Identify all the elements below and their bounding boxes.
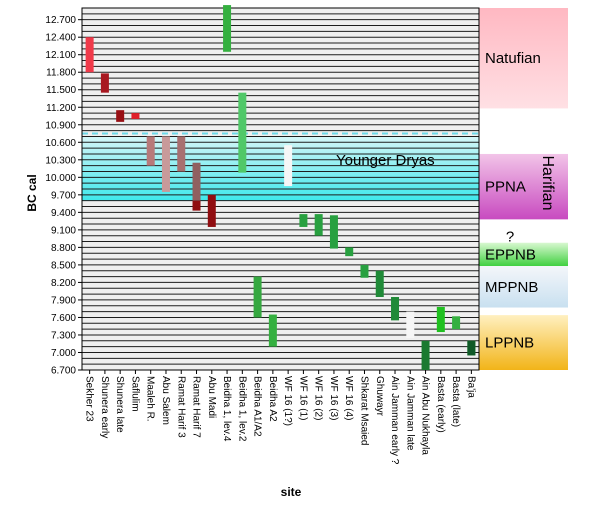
x-axis-title: site xyxy=(281,485,302,499)
range-bar xyxy=(268,314,277,347)
range-bar xyxy=(161,136,170,192)
x-tick-label: WF 16 (3) xyxy=(328,376,339,420)
range-bar xyxy=(238,92,247,173)
y-tick-label: 9.100 xyxy=(51,225,76,236)
x-tick-label: Abu Madi xyxy=(206,376,217,418)
range-bar xyxy=(329,215,338,249)
period-label: LPPNB xyxy=(485,335,534,352)
period-label: Natufian xyxy=(485,50,541,67)
range-bar xyxy=(116,110,125,122)
x-tick-label: Beidha A2 xyxy=(267,376,278,422)
y-tick-label: 12.700 xyxy=(45,15,76,26)
period-band xyxy=(479,315,568,370)
x-tick-label: Basta (early) xyxy=(435,376,446,433)
y-tick-label: 11.800 xyxy=(46,68,76,79)
y-tick-label: 9.700 xyxy=(51,190,76,201)
x-tick-label: Beidha 1, lev.4 xyxy=(221,376,232,442)
x-tick-label: Ramat Harif 3 xyxy=(175,376,186,438)
x-tick-label: Maaleh R. xyxy=(145,376,156,422)
y-tick-label: 11.200 xyxy=(46,103,76,114)
range-bar xyxy=(177,136,186,172)
range-bar xyxy=(436,306,445,333)
y-tick-label: 7.300 xyxy=(51,330,76,341)
question-label: ? xyxy=(506,228,514,245)
y-tick-label: 10.300 xyxy=(45,155,76,166)
y-tick-label: 10.600 xyxy=(45,138,76,149)
period-band xyxy=(479,153,568,220)
y-tick-label: 11.500 xyxy=(46,85,76,96)
x-tick-label: Ba'ja xyxy=(465,376,476,398)
range-bar xyxy=(146,136,155,166)
period-label: EPPNB xyxy=(485,246,536,263)
y-tick-label: 7.900 xyxy=(51,295,76,306)
y-tick-label: 8.800 xyxy=(51,243,76,254)
x-tick-label: Ain Jamman early ? xyxy=(389,376,400,465)
plot-frame xyxy=(81,7,480,371)
vertical-gridlines xyxy=(89,370,472,374)
x-tick-label: Ramat Harif 7 xyxy=(191,376,202,438)
x-tick-label: Beidha A1/A2 xyxy=(252,376,263,437)
y-tick-label: 6.700 xyxy=(51,366,76,377)
range-bar xyxy=(467,340,476,356)
x-tick-label: Basta (late) xyxy=(450,376,461,427)
range-bar xyxy=(391,297,400,321)
period-label: PPNA xyxy=(485,179,526,196)
y-tick-label: 8.500 xyxy=(51,260,76,271)
x-tick-label: WF 16 (2) xyxy=(313,376,324,420)
y-tick-label: 10.900 xyxy=(45,120,76,131)
period-band xyxy=(479,8,568,109)
range-bar xyxy=(192,200,201,211)
range-bars xyxy=(85,5,476,370)
y-tick-label: 9.400 xyxy=(51,208,76,219)
range-bar xyxy=(253,276,262,318)
period-band xyxy=(479,266,568,308)
y-axis-title: BC cal xyxy=(25,174,39,211)
range-bar xyxy=(360,264,369,278)
range-bar xyxy=(223,5,232,52)
x-tick-label: Saflulim xyxy=(129,376,140,412)
x-tick-label: Ain Jamman late xyxy=(404,376,415,451)
y-tick-label: 7.600 xyxy=(51,313,76,324)
x-tick-label: Abu Salem xyxy=(160,376,171,425)
range-bar xyxy=(192,162,201,201)
x-tick-label: Ghuwayr xyxy=(374,376,385,417)
x-tick-label: Beidha 1, lev.2 xyxy=(236,376,247,442)
x-tick-label: WF 16 (1) xyxy=(297,376,308,420)
y-axis-ticks: 12.700 12.400 12.100 11.800 11.500 11.200 10.9… xyxy=(45,15,82,377)
x-axis-ticks: Sekher 23 Shunera early Shunera late Saflul… xyxy=(84,376,477,465)
range-bar xyxy=(100,73,109,93)
x-tick-label: Shkarat Msaied xyxy=(358,376,369,445)
x-tick-label: Ain Abu Nukhayla xyxy=(420,376,431,455)
period-label: MPPNB xyxy=(485,279,538,296)
range-bar xyxy=(207,194,216,227)
x-tick-label: Sekher 23 xyxy=(84,376,95,422)
harifian-label: Harifian xyxy=(539,155,556,210)
x-tick-label: WF 16 (1?) xyxy=(282,376,293,426)
y-tick-label: 8.200 xyxy=(51,278,76,289)
range-bar xyxy=(131,113,140,119)
range-bar xyxy=(299,214,308,227)
period-panel: Natufian PPNA EPPNB MPPNB LPPNB Harifian? xyxy=(479,8,568,370)
x-tick-label: Shunera early xyxy=(99,376,110,438)
range-bar xyxy=(421,340,430,370)
range-bar xyxy=(284,145,293,187)
y-tick-label: 10.000 xyxy=(45,173,76,184)
y-tick-label: 12.400 xyxy=(45,33,76,44)
y-tick-label: 7.000 xyxy=(51,348,76,359)
range-bar xyxy=(406,311,415,338)
younger-dryas-label: Younger Dryas xyxy=(336,152,435,169)
range-bar xyxy=(345,247,354,257)
range-bar xyxy=(375,270,384,298)
range-bar xyxy=(452,316,461,330)
period-band xyxy=(479,242,568,267)
y-tick-label: 12.100 xyxy=(45,50,76,61)
x-tick-label: Shunera late xyxy=(114,376,125,433)
range-bar xyxy=(314,214,323,236)
range-bar xyxy=(85,37,94,73)
x-tick-label: WF 16 (4) xyxy=(343,376,354,420)
